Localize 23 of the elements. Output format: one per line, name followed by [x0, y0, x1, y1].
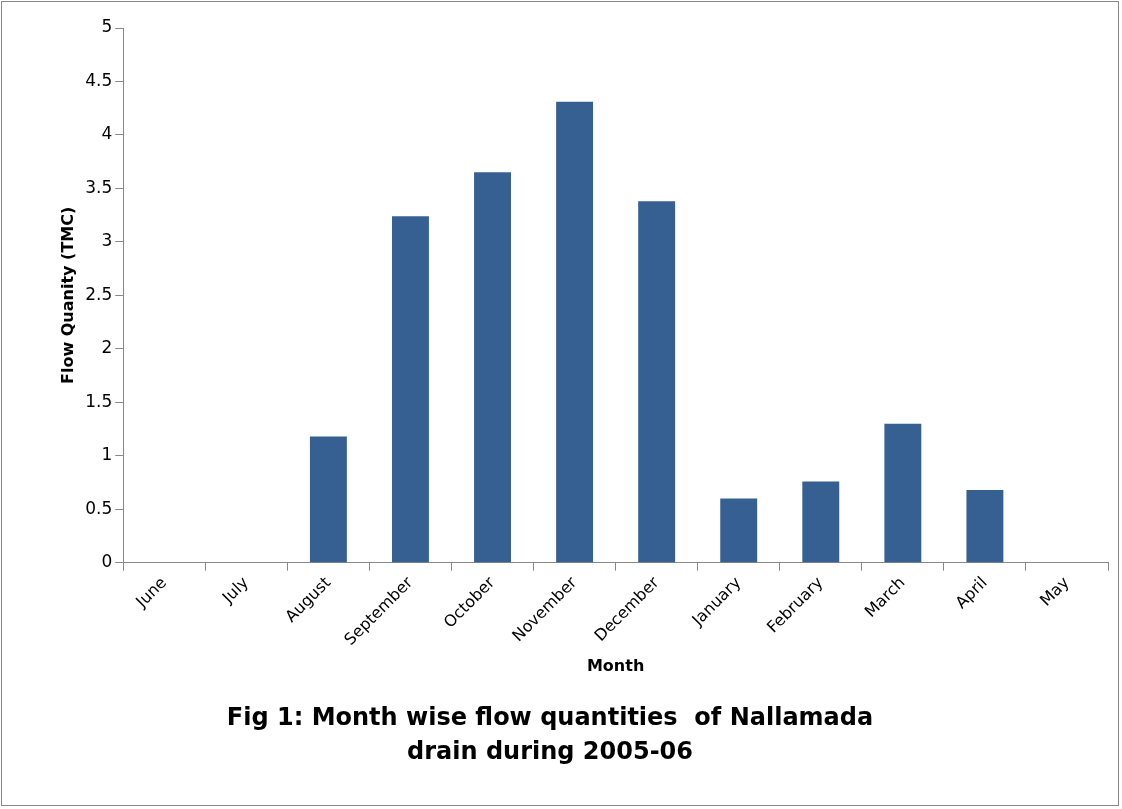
y-tick-label: 0	[101, 551, 113, 572]
bar	[309, 436, 347, 563]
x-axis-title: Month	[586, 655, 645, 675]
text: Fig 1: Month wise flow quantities of Nallamada drain during 2005-06	[225, 702, 875, 767]
y-tick-label: 3.5	[85, 176, 113, 197]
bar	[884, 423, 922, 563]
y-tick-label: 2	[101, 337, 113, 358]
y-tick-label: 0.5	[85, 497, 113, 518]
y-tick-label: 4.5	[85, 69, 113, 90]
y-tick-label: 5	[101, 16, 113, 37]
y-tick-label: 4	[101, 123, 113, 144]
bar	[474, 172, 511, 563]
y-axis-title: Flow Quanity (TMC)	[57, 206, 77, 384]
y-tick-label: 3	[101, 230, 113, 251]
bar	[720, 498, 758, 563]
bar	[966, 489, 1004, 563]
y-tick-label: 2.5	[85, 283, 113, 304]
bar	[391, 216, 429, 563]
y-tick-label: 1	[101, 444, 113, 465]
bar	[802, 481, 840, 563]
y-tick-label: 1.5	[85, 390, 113, 411]
bar	[556, 101, 594, 563]
bar	[638, 201, 676, 563]
